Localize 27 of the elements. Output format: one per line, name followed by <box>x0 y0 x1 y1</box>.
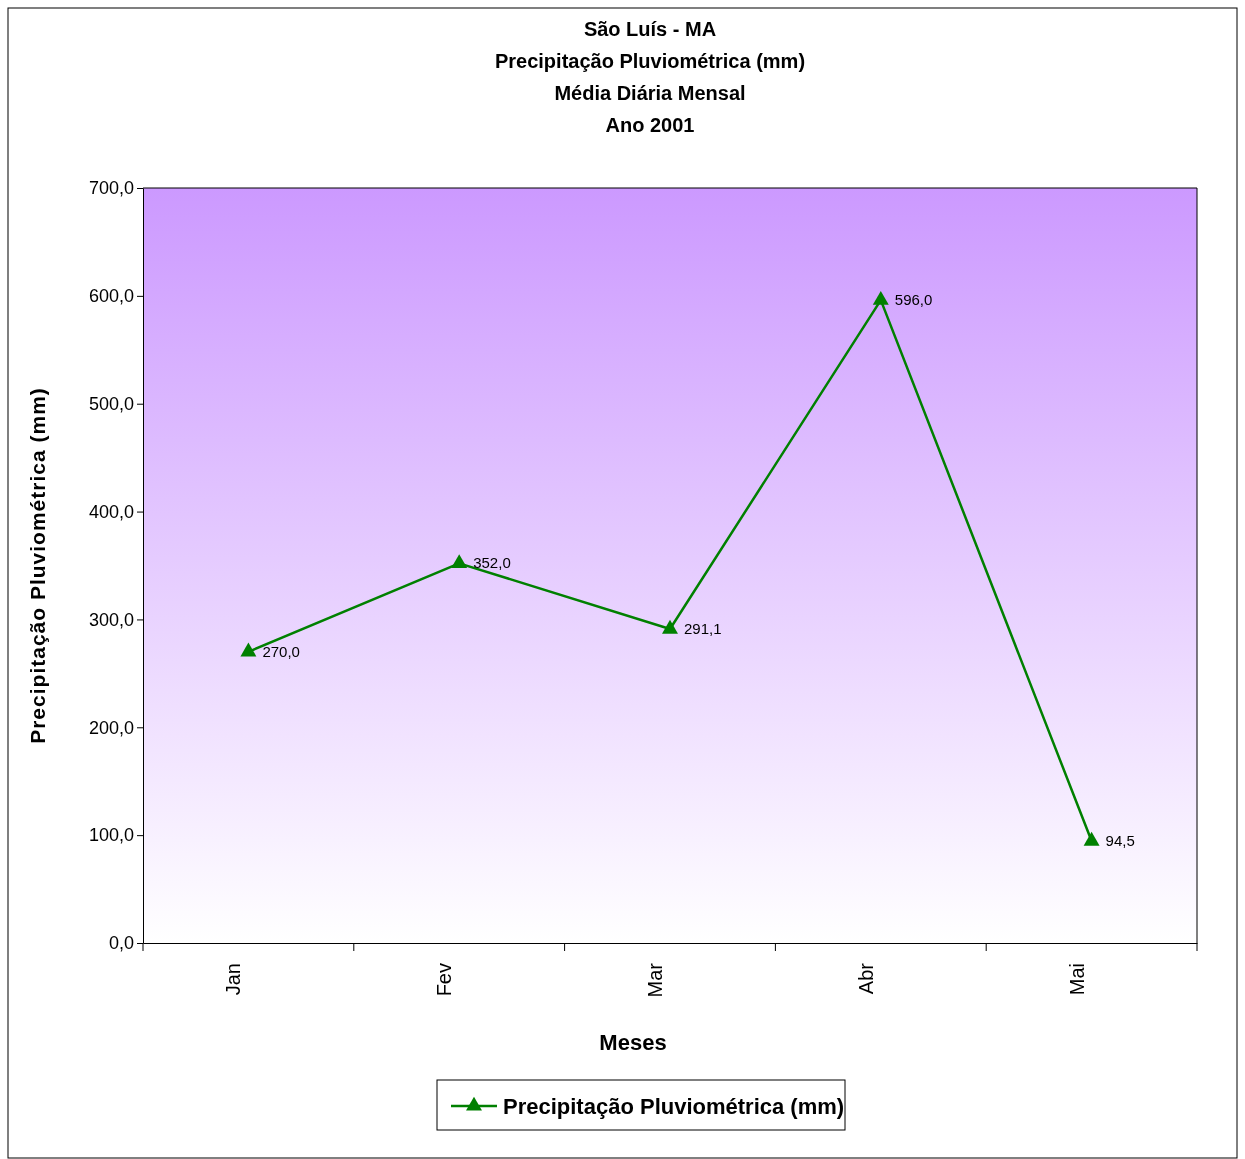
y-tick-label: 400,0 <box>88 501 134 522</box>
legend-label: Precipitação Pluviométrica (mm) <box>503 1094 845 1119</box>
point <box>872 290 889 305</box>
point <box>240 642 257 657</box>
x-tick-label: Fev <box>433 963 456 997</box>
x-tick-label: Abr <box>854 962 877 995</box>
x-tick-label: Mai <box>1065 963 1088 996</box>
y-tick-label: 500,0 <box>88 393 134 414</box>
y-tick-label: 600,0 <box>88 286 134 307</box>
point <box>1083 831 1100 846</box>
x-tick-label: Jan <box>222 963 245 996</box>
data-label: 270,0 <box>262 642 300 660</box>
point <box>451 554 468 568</box>
y-tick-label: 0,0 <box>108 933 134 954</box>
x-axis-title: Meses <box>599 1030 667 1055</box>
x-tick-label: Mar <box>644 962 666 998</box>
y-tick-label: 100,0 <box>88 825 134 846</box>
y-tick-label: 300,0 <box>88 609 134 630</box>
data-label: 352,0 <box>473 554 511 572</box>
data-label: 291,1 <box>684 620 722 638</box>
chart-title: São Luís - MA Precipitação Pluviométrica (mm) Média Diária Mensal Ano 2001 <box>494 18 806 136</box>
data-label: 596,0 <box>894 291 933 309</box>
y-tick-label: 200,0 <box>88 717 134 738</box>
y-axis-title: Precipitação Pluviométrica (mm) <box>26 387 49 744</box>
point <box>662 619 678 634</box>
y-tick-label: 700,0 <box>88 178 134 199</box>
data-label: 94,5 <box>1105 832 1135 850</box>
